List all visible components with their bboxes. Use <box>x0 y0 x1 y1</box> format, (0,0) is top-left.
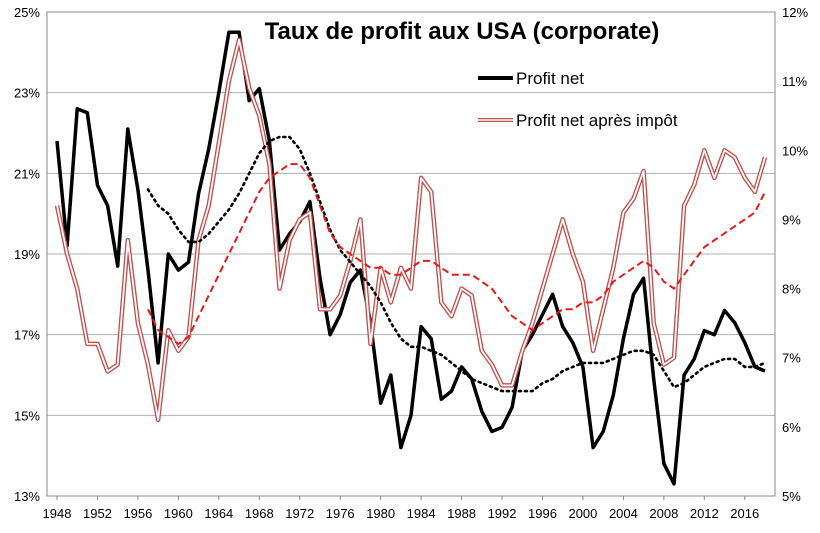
chart-title: Taux de profit aux USA (corporate) <box>265 18 660 45</box>
y-right-tick-label: 11% <box>782 74 807 89</box>
y-right-tick-label: 10% <box>782 143 808 158</box>
x-tick-label: 1960 <box>164 506 193 521</box>
y-left-tick-label: 15% <box>14 408 40 423</box>
x-tick-label: 1956 <box>123 506 152 521</box>
right-axis-ticks: 5% 6% 7% 8% 9% 10% 11% 12% <box>782 5 808 504</box>
series-line-moving-average-black <box>146 135 767 393</box>
plot-area-frame <box>46 11 776 497</box>
y-left-tick-label: 23% <box>14 86 40 101</box>
legend-item-after-tax: Profit net après impôt <box>478 111 678 130</box>
x-tick-label: 2004 <box>609 506 638 521</box>
x-tick-label: 1972 <box>285 506 314 521</box>
y-left-tick-label: 21% <box>14 166 40 181</box>
y-right-tick-label: 12% <box>782 5 808 20</box>
legend-item-profit-net: Profit net <box>478 69 584 88</box>
series-line-after-tax-inner <box>56 38 766 421</box>
y-left-tick-label: 17% <box>14 328 40 343</box>
series-line-moving-average-red <box>147 163 766 346</box>
plot-border <box>46 11 776 497</box>
legend: Profit net Profit net après impôt <box>478 69 678 130</box>
x-axis-ticks: 1948 1952 1956 1960 1964 1968 1972 1976 1980 1984… <box>43 496 759 521</box>
x-tick-label: 1988 <box>447 506 476 521</box>
x-tick-label: 1968 <box>245 506 274 521</box>
x-tick-label: 2008 <box>649 506 678 521</box>
y-right-tick-label: 6% <box>782 420 801 435</box>
y-left-tick-label: 19% <box>14 247 40 262</box>
x-tick-label: 2000 <box>568 506 597 521</box>
y-right-tick-label: 7% <box>782 351 801 366</box>
x-tick-label: 1980 <box>366 506 395 521</box>
x-tick-label: 2016 <box>730 506 759 521</box>
x-tick-label: 1976 <box>326 506 355 521</box>
y-left-tick-label: 13% <box>14 489 40 504</box>
legend-label-profit-net: Profit net <box>516 69 584 88</box>
x-tick-label: 1948 <box>43 506 72 521</box>
y-right-tick-label: 9% <box>782 212 801 227</box>
x-tick-label: 1952 <box>83 506 112 521</box>
x-tick-label: 1964 <box>204 506 233 521</box>
x-tick-label: 1984 <box>407 506 436 521</box>
x-tick-label: 1992 <box>488 506 517 521</box>
y-left-tick-label: 25% <box>14 5 40 20</box>
series-line-profit-net <box>55 30 766 486</box>
y-right-tick-label: 8% <box>782 282 801 297</box>
y-right-tick-label: 5% <box>782 489 801 504</box>
left-axis-ticks: 13% 15% 17% 19% 21% 23% 25% <box>14 5 40 504</box>
x-tick-label: 2012 <box>690 506 719 521</box>
x-tick-label: 1996 <box>528 506 557 521</box>
series-layer <box>54 30 768 486</box>
legend-label-after-tax: Profit net après impôt <box>516 111 678 130</box>
